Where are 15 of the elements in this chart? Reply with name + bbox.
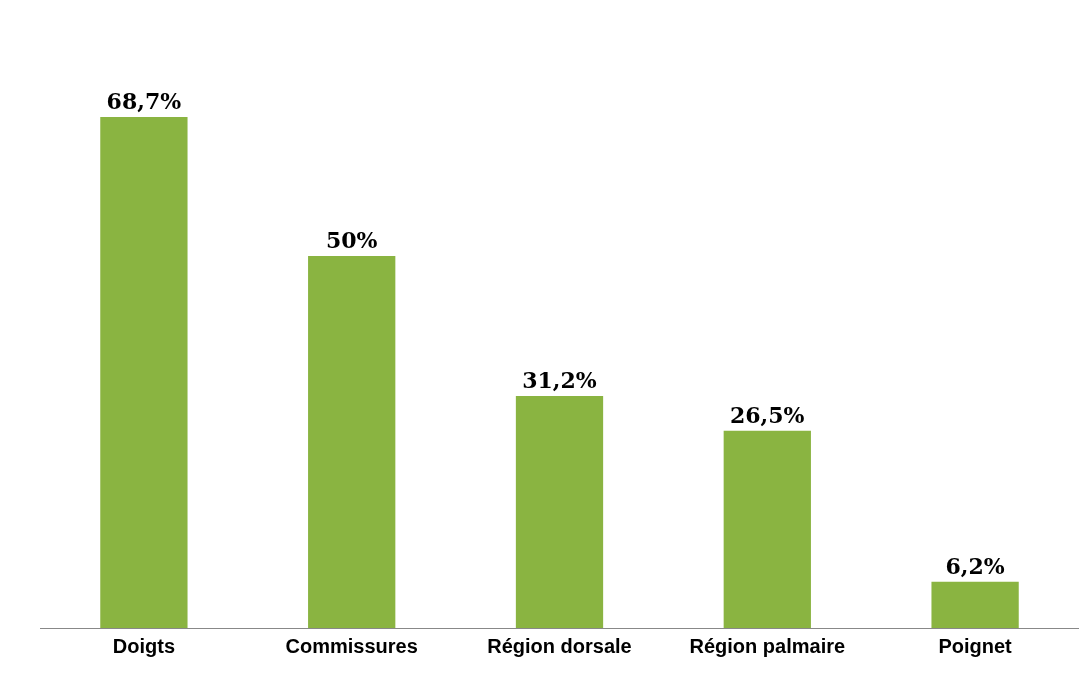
bar [100, 116, 188, 628]
x-tick-label: Région palmaire [689, 635, 846, 657]
x-tick-label: Poignet [938, 635, 1013, 657]
bar [723, 430, 811, 628]
x-tick-label: Commissures [285, 635, 418, 657]
data-label: 68,7% [106, 87, 182, 114]
data-label: 6,2% [945, 552, 1005, 579]
x-tick-label: Doigts [112, 635, 176, 657]
x-tick-label: Région dorsale [487, 635, 632, 657]
data-label: 50% [325, 227, 378, 254]
bar [308, 256, 396, 628]
bar [931, 581, 1019, 628]
data-label: 31,2% [522, 366, 597, 393]
bar [515, 395, 604, 628]
data-label: 26,5% [730, 401, 805, 428]
